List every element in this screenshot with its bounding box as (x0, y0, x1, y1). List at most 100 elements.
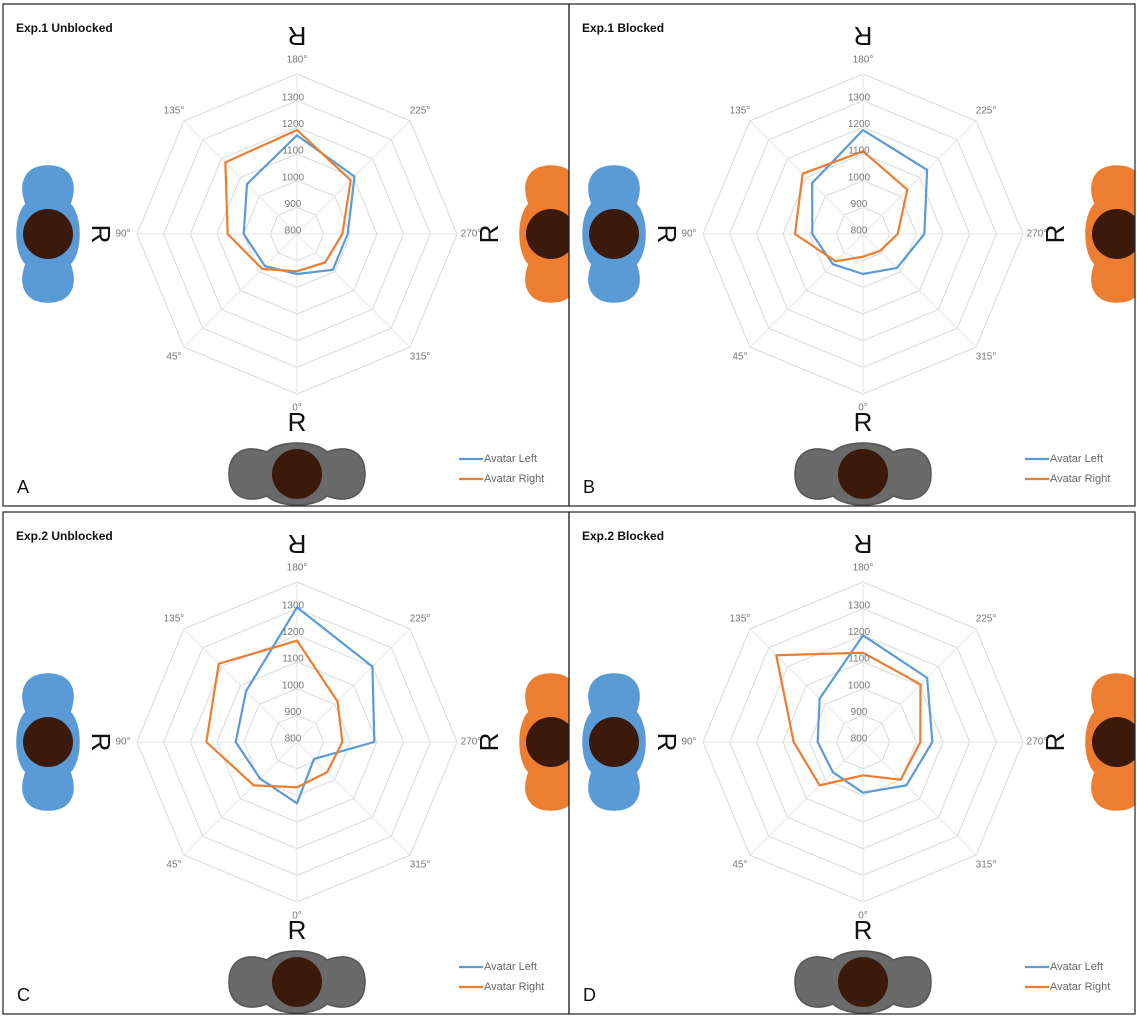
chart-title: Exp.2 Blocked (582, 529, 664, 543)
category-label: 90° (115, 229, 130, 240)
category-label: 225° (976, 614, 997, 625)
avatar-label: R (854, 21, 873, 51)
spoke (749, 628, 864, 743)
avatar-label: R (86, 225, 116, 244)
r-tick-label: 1000 (282, 172, 305, 183)
panel-border (2, 3, 570, 507)
panel-label: B (583, 477, 595, 497)
avatar-label: R (652, 733, 682, 752)
series-line (810, 128, 929, 276)
chart-title: Exp.1 Blocked (582, 21, 664, 35)
spoke (183, 741, 298, 856)
series-line (775, 651, 922, 787)
category-label: 45° (166, 352, 181, 363)
category-label: 0° (292, 403, 302, 414)
panel: 180° 225° 270° 315° 0° 45° 90° 135° 800 900 1000 11… (568, 511, 1136, 1015)
category-label: 225° (410, 106, 431, 117)
legend-label: Avatar Right (1050, 981, 1110, 993)
category-label: 45° (732, 860, 747, 871)
r-tick-label: 1200 (848, 627, 871, 638)
avatar (228, 950, 366, 1014)
avatar (1085, 673, 1135, 811)
category-label: 315° (410, 352, 431, 363)
spoke (183, 120, 298, 235)
r-tick-label: 1300 (848, 92, 871, 103)
panel-label: D (583, 985, 596, 1005)
r-tick-label: 800 (851, 734, 868, 745)
avatar-label: R (288, 915, 307, 945)
r-tick-label: 1100 (848, 654, 870, 665)
category-label: 270° (461, 737, 482, 748)
avatar (582, 673, 646, 811)
r-tick-label: 900 (285, 199, 302, 210)
panel-border (568, 3, 1136, 507)
avatar-label: R (854, 407, 873, 437)
avatar (1085, 165, 1135, 303)
avatar (519, 165, 569, 303)
series-line (205, 639, 344, 789)
panel-border (568, 511, 1136, 1015)
category-label: 315° (976, 352, 997, 363)
avatar (16, 673, 80, 811)
legend-label: Avatar Left (484, 453, 537, 465)
category-label: 0° (292, 911, 302, 922)
legend-label: Avatar Left (484, 961, 537, 973)
category-label: 135° (730, 106, 751, 117)
category-label: 45° (166, 860, 181, 871)
series-line (793, 150, 909, 263)
spoke (296, 233, 411, 348)
panel-border (2, 511, 570, 1015)
r-tick-label: 800 (285, 226, 302, 237)
spoke (862, 120, 977, 235)
r-tick-label: 800 (285, 734, 302, 745)
panel: 180° 225° 270° 315° 0° 45° 90° 135° 800 900 1000 11… (2, 511, 570, 1015)
category-label: 315° (976, 860, 997, 871)
series-line (224, 128, 352, 273)
r-tick-label: 1100 (282, 654, 304, 665)
series-line (816, 634, 934, 794)
category-label: 135° (730, 614, 751, 625)
category-label: 90° (115, 737, 130, 748)
r-tick-label: 1200 (282, 119, 305, 130)
r-tick-label: 1200 (282, 627, 305, 638)
avatar (794, 950, 932, 1014)
category-label: 270° (1027, 737, 1048, 748)
r-tick-label: 900 (285, 707, 302, 718)
avatar-label: R (288, 407, 307, 437)
spoke (183, 233, 298, 348)
avatar-label: R (854, 915, 873, 945)
avatar (519, 673, 569, 811)
legend-label: Avatar Right (1050, 473, 1110, 485)
avatar-label: R (1040, 733, 1070, 752)
category-label: 180° (853, 563, 874, 574)
category-label: 0° (858, 911, 868, 922)
spoke (296, 741, 411, 856)
avatar-label: R (652, 225, 682, 244)
category-label: 270° (461, 229, 482, 240)
avatar-label: R (288, 21, 307, 51)
r-tick-label: 800 (851, 226, 868, 237)
category-label: 0° (858, 403, 868, 414)
r-tick-label: 900 (851, 707, 868, 718)
category-label: 90° (681, 229, 696, 240)
avatar-label: R (1040, 225, 1070, 244)
r-tick-label: 1300 (282, 600, 305, 611)
category-label: 180° (287, 55, 308, 66)
r-tick-label: 1000 (848, 172, 871, 183)
avatar (794, 442, 932, 506)
spoke (749, 120, 864, 235)
category-label: 225° (976, 106, 997, 117)
r-tick-label: 1200 (848, 119, 871, 130)
category-label: 135° (164, 614, 185, 625)
spoke (749, 233, 864, 348)
r-tick-label: 1100 (282, 146, 304, 157)
avatar (16, 165, 80, 303)
spoke (862, 741, 977, 856)
avatar-label: R (474, 225, 504, 244)
r-tick-label: 1000 (848, 680, 871, 691)
avatar-label: R (854, 529, 873, 559)
r-tick-label: 1300 (282, 92, 305, 103)
category-label: 45° (732, 352, 747, 363)
panel: 180° 225° 270° 315° 0° 45° 90° 135° 800 900 1000 11… (568, 3, 1136, 507)
legend-label: Avatar Left (1050, 453, 1103, 465)
